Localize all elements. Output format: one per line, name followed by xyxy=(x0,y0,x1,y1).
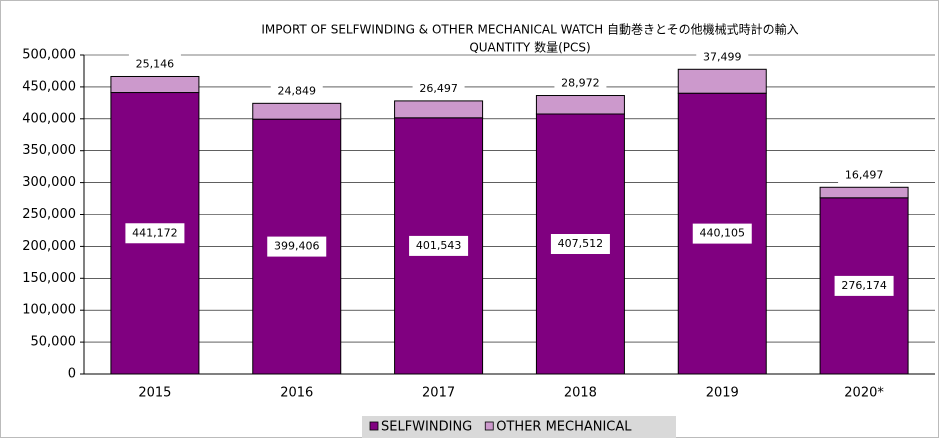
y-tick-label: 50,000 xyxy=(31,335,77,350)
y-tick-label: 450,000 xyxy=(22,79,76,94)
value-label-box xyxy=(409,235,469,256)
value-label: 441,172 xyxy=(132,226,178,239)
y-tick-label: 250,000 xyxy=(22,207,76,222)
x-tick-label: 2018 xyxy=(564,386,597,401)
x-tick-label: 2019 xyxy=(706,386,739,401)
value-label-box xyxy=(554,73,607,94)
value-label-box xyxy=(125,223,185,244)
y-tick-label: 300,000 xyxy=(22,175,76,190)
bar-segment xyxy=(252,102,342,120)
legend-swatch xyxy=(369,421,379,431)
legend-label: OTHER MECHANICAL xyxy=(496,420,632,435)
value-label: 24,849 xyxy=(278,84,317,97)
bar-segment xyxy=(394,100,484,119)
legend-label: SELFWINDING xyxy=(381,420,472,435)
y-tick-label: 400,000 xyxy=(22,111,76,126)
x-tick-label: 2015 xyxy=(138,386,171,401)
bar-segment xyxy=(819,186,909,199)
x-tick-label: 2020* xyxy=(844,386,884,401)
y-tick-label: 0 xyxy=(68,367,76,382)
value-label-box xyxy=(270,81,323,102)
legend-swatch xyxy=(484,421,494,431)
value-label-box xyxy=(692,223,752,244)
y-tick-label: 100,000 xyxy=(22,303,76,318)
value-label: 37,499 xyxy=(703,50,742,63)
value-label: 399,406 xyxy=(274,240,320,253)
x-tick-label: 2017 xyxy=(422,386,455,401)
value-label: 407,512 xyxy=(558,237,604,250)
chart-subtitle: QUANTITY 数量(PCS) xyxy=(469,40,590,55)
value-label-box xyxy=(412,78,465,99)
value-label-box xyxy=(128,54,181,75)
value-label: 26,497 xyxy=(419,82,458,95)
value-label: 25,146 xyxy=(136,57,175,70)
bar-segment xyxy=(535,95,625,115)
y-tick-label: 350,000 xyxy=(22,143,76,158)
value-label-box xyxy=(550,234,610,255)
value-label-box xyxy=(834,275,894,296)
bar-segment xyxy=(677,68,767,94)
value-label-box xyxy=(267,236,327,257)
x-tick-label: 2016 xyxy=(280,386,313,401)
bar-segment xyxy=(110,75,200,94)
value-label-box xyxy=(838,165,891,186)
y-tick-label: 500,000 xyxy=(22,48,76,63)
value-label: 16,497 xyxy=(845,168,884,181)
value-label: 276,174 xyxy=(841,279,887,292)
value-label: 440,105 xyxy=(700,227,746,240)
value-label-box xyxy=(696,47,749,68)
y-tick-label: 150,000 xyxy=(22,271,76,286)
legend-box xyxy=(362,416,676,438)
chart-title: IMPORT OF SELFWINDING & OTHER MECHANICAL… xyxy=(261,22,798,37)
value-label: 401,543 xyxy=(416,239,462,252)
value-label: 28,972 xyxy=(561,77,600,90)
y-tick-label: 200,000 xyxy=(22,239,76,254)
